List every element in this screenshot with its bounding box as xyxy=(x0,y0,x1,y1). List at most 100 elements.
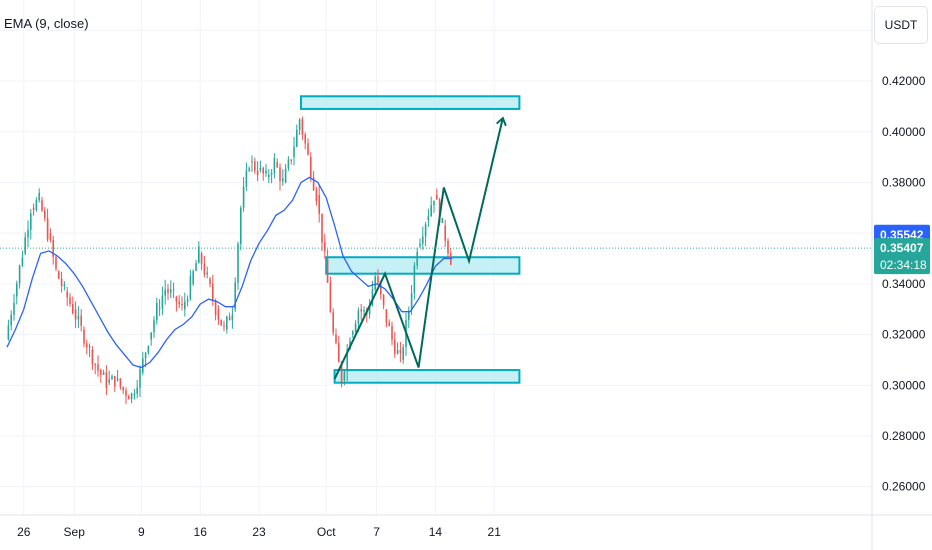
candle-body xyxy=(293,146,295,158)
candle-body xyxy=(324,242,326,251)
candle-body xyxy=(343,371,346,381)
candle-body xyxy=(122,387,124,391)
candle-body xyxy=(94,364,96,366)
candle-body xyxy=(178,301,180,305)
candle-body xyxy=(7,325,10,340)
candle-body xyxy=(422,236,424,244)
candle-body xyxy=(119,378,122,388)
candle-body xyxy=(251,161,253,163)
candle-body xyxy=(83,329,85,344)
candle-body xyxy=(419,243,421,246)
candle-body xyxy=(206,272,208,275)
x-tick-label: 21 xyxy=(488,525,502,539)
candle-body xyxy=(77,315,80,320)
candle-body xyxy=(156,303,158,321)
candle-body xyxy=(310,157,312,178)
candle-body xyxy=(315,189,318,202)
candle-body xyxy=(41,200,43,211)
candle-body xyxy=(248,168,250,171)
candle-body xyxy=(226,316,228,330)
candle-body xyxy=(391,326,393,340)
candle-body xyxy=(189,276,192,300)
candle-body xyxy=(335,334,337,343)
candle-body xyxy=(368,305,371,315)
candle-body xyxy=(223,325,225,327)
candle-body xyxy=(394,339,396,354)
candle-body xyxy=(262,167,264,174)
currency-selector[interactable]: USDT xyxy=(874,6,928,44)
candle-body xyxy=(326,258,329,283)
indicator-legend[interactable]: EMA (9, close) xyxy=(4,16,89,31)
candle-body xyxy=(298,119,301,131)
candle-body xyxy=(427,215,430,221)
candle-body xyxy=(228,316,231,321)
candle-body xyxy=(433,200,435,206)
candle-body xyxy=(125,390,127,397)
candle-body xyxy=(279,167,281,182)
candle-body xyxy=(153,320,155,333)
candle-body xyxy=(86,343,88,348)
candle-body xyxy=(363,309,365,312)
candle-body xyxy=(128,396,130,400)
x-tick-label: 7 xyxy=(373,525,380,539)
candle-body xyxy=(38,192,40,201)
x-tick-label: 23 xyxy=(252,525,266,539)
candle-body xyxy=(346,349,348,372)
candle-body xyxy=(69,297,71,305)
candle-body xyxy=(234,282,236,310)
candle-body xyxy=(371,289,374,306)
candle-body xyxy=(276,162,278,168)
candle-body xyxy=(447,240,449,254)
candle-body xyxy=(352,331,354,335)
candle-body xyxy=(304,134,306,144)
candle-body xyxy=(212,283,214,301)
candle-body xyxy=(164,289,166,296)
candle-body xyxy=(97,364,99,371)
candle-body xyxy=(49,233,52,240)
candle-body xyxy=(321,213,323,243)
candle-body xyxy=(329,282,332,313)
time-axis[interactable]: 26 Sep 9 16 23 Oct 7 14 21 xyxy=(17,525,501,539)
candle-body xyxy=(209,278,211,284)
candle-body xyxy=(44,210,46,219)
candle-body xyxy=(30,213,32,230)
candle-body xyxy=(139,368,141,388)
candle-body xyxy=(133,393,136,396)
candle-body xyxy=(430,205,432,216)
candle-body xyxy=(16,283,18,297)
candle-body xyxy=(142,358,144,373)
candle-body xyxy=(24,237,26,254)
candle-body xyxy=(72,304,74,314)
last-price-tag xyxy=(874,238,930,275)
candle-body xyxy=(340,362,343,385)
candle-body xyxy=(332,312,334,333)
candle-body xyxy=(402,347,404,360)
candle-body xyxy=(265,170,267,174)
projection-path xyxy=(333,119,503,380)
y-tick-label: 0.40000 xyxy=(882,125,926,139)
candle-body xyxy=(338,342,340,363)
candle-body xyxy=(66,291,68,298)
middle-zone xyxy=(325,256,521,275)
candle-body xyxy=(46,218,49,240)
candle-body xyxy=(100,370,102,375)
candle-body xyxy=(150,332,152,340)
x-tick-label: Oct xyxy=(317,525,336,539)
candle-body xyxy=(416,252,418,266)
candle-body xyxy=(108,379,110,383)
candle-body xyxy=(192,271,194,284)
candle-body xyxy=(111,375,113,380)
candle-body xyxy=(318,195,320,214)
support-zone xyxy=(333,369,521,384)
candle-body xyxy=(136,387,138,394)
candle-body xyxy=(396,350,399,354)
candle-body xyxy=(268,174,270,178)
candle-body xyxy=(382,294,385,306)
y-tick-label: 0.26000 xyxy=(882,480,926,494)
candle-body xyxy=(290,159,292,161)
x-tick-label: 26 xyxy=(17,525,31,539)
candle-body xyxy=(114,375,116,387)
candle-body xyxy=(259,167,262,170)
